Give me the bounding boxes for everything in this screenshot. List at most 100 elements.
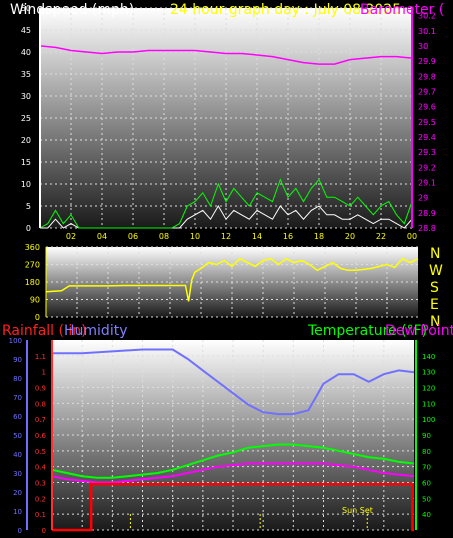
wind-tick-label: 15 <box>21 158 31 167</box>
rain-tick-label: 0.5 <box>35 448 46 456</box>
wind-tick-label: 25 <box>21 114 31 123</box>
barometer-tick-label: 29.9 <box>418 57 436 66</box>
direction-tick-label: 360 <box>25 243 40 252</box>
graph-title: 24 hour graph day : July 08 2025 <box>170 2 401 18</box>
compass-letter-n-bottom: N <box>430 314 440 330</box>
direction-panel-series <box>45 257 419 302</box>
temp-panel-series <box>51 348 415 532</box>
hour-tick-label: 10 <box>190 232 200 241</box>
temperature-line <box>51 443 415 479</box>
rain-tick-label: 0.8 <box>35 400 46 408</box>
direction-tick-label: 0 <box>35 313 40 322</box>
barometer-tick-label: 29.8 <box>418 72 436 81</box>
wind-tick-label: 20 <box>21 136 31 145</box>
hour-tick-label: 08 <box>159 232 169 241</box>
compass-letter-w: W <box>429 263 443 279</box>
rainfall-line <box>52 482 414 532</box>
temp-tick-label: 70 <box>422 464 431 472</box>
hour-tick-label: 04 <box>97 232 107 241</box>
rain-tick-label: 0.1 <box>35 511 46 519</box>
hour-tick-label: 22 <box>376 232 386 241</box>
temp-panel-ticks: 0 0.1 0.2 0.3 0.4 0.5 0.6 0.7 0.8 0.9 1 1.1 0 10 20 30 4… <box>9 337 436 535</box>
humidity-tick-label: 30 <box>13 470 22 478</box>
wind-panel-ticks: 0 5 10 15 20 25 30 35 40 45 50 28.8 28.9 29 29.1 29.2 29… <box>21 4 436 241</box>
hour-tick-label: 18 <box>314 232 324 241</box>
humidity-tick-label: 80 <box>13 375 22 383</box>
compass-letter-n-top: N <box>430 246 440 262</box>
barometer-tick-label: 29.5 <box>418 118 436 127</box>
barometer-tick-label: 30 <box>418 42 428 51</box>
hour-tick-label: 06 <box>128 232 138 241</box>
temp-tick-label: 60 <box>422 480 431 488</box>
direction-panel-ticks: 0 90 180 270 360 <box>25 243 47 322</box>
gust-line <box>39 178 413 229</box>
temp-tick-label: 120 <box>422 385 435 393</box>
humidity-tick-label: 100 <box>9 337 22 345</box>
wind-panel-series <box>39 45 413 229</box>
rain-tick-label: 0.3 <box>35 480 46 488</box>
temp-tick-label: 130 <box>422 369 435 377</box>
humidity-tick-label: 40 <box>13 451 22 459</box>
direction-line <box>45 257 419 302</box>
rain-tick-label: 1 <box>42 369 46 377</box>
humidity-tick-label: 60 <box>13 413 22 421</box>
barometer-tick-label: 29 <box>418 194 428 203</box>
wind-tick-label: 45 <box>21 26 31 35</box>
barometer-tick-label: 29.3 <box>418 148 436 157</box>
barometer-tick-label: 29.1 <box>418 178 436 187</box>
rain-tick-label: 0.2 <box>35 495 46 503</box>
hour-tick-label: 14 <box>252 232 262 241</box>
rain-tick-label: 0.4 <box>35 464 47 472</box>
wind-panel-grid <box>40 7 412 229</box>
humidity-line <box>52 348 415 416</box>
humidity-tick-label: 0 <box>18 527 22 535</box>
wind-tick-label: 30 <box>21 92 31 101</box>
temp-tick-label: 140 <box>422 353 435 361</box>
barometer-tick-label: 29.7 <box>418 87 436 96</box>
temperature-axis-label: Temperature (°F) <box>307 323 427 339</box>
barometer-line <box>39 45 413 65</box>
humidity-tick-label: 20 <box>13 489 22 497</box>
barometer-tick-label: 28.9 <box>418 209 436 218</box>
direction-tick-label: 180 <box>25 278 40 287</box>
barometer-tick-label: 29.4 <box>418 133 436 142</box>
rain-tick-label: 0.6 <box>35 432 47 440</box>
rain-tick-label: 0.9 <box>35 385 46 393</box>
barometer-axis-label: Barometer ( <box>360 2 444 18</box>
temp-panel-grid <box>52 340 414 531</box>
hour-tick-label: 16 <box>283 232 293 241</box>
wind-tick-label: 0 <box>26 224 31 233</box>
temp-tick-label: 100 <box>422 416 435 424</box>
temp-tick-label: 90 <box>422 432 431 440</box>
hour-tick-label: 02 <box>66 232 76 241</box>
sunset-label: Sun Set <box>342 506 373 515</box>
rainfall-axis-label: Rainfall ( in) <box>2 323 87 339</box>
wind-tick-label: 35 <box>21 70 31 79</box>
direction-tick-label: 90 <box>30 296 40 305</box>
humidity-axis-label: Humidity <box>64 323 127 339</box>
wind-axis-label: Windspeed (mph) <box>10 2 134 18</box>
rain-tick-label: 0 <box>42 527 46 535</box>
rain-tick-label: 1.1 <box>35 353 46 361</box>
barometer-tick-label: 30.2 <box>418 12 436 21</box>
wind-tick-label: 10 <box>21 180 31 189</box>
wind-tick-label: 40 <box>21 48 31 57</box>
hour-tick-label: 00 <box>407 232 417 241</box>
direction-tick-label: 270 <box>25 261 40 270</box>
humidity-tick-label: 10 <box>13 508 22 516</box>
wind-tick-label: 5 <box>26 202 31 211</box>
hour-tick-label: 12 <box>221 232 231 241</box>
compass-letter-e: E <box>430 297 439 313</box>
humidity-tick-label: 50 <box>13 432 22 440</box>
temp-tick-label: 40 <box>422 511 431 519</box>
dewpoint-line <box>51 462 415 484</box>
barometer-tick-label: 29.2 <box>418 163 436 172</box>
wind-tick-label: 50 <box>21 4 31 13</box>
dewpoint-axis-label: Dew Point <box>385 323 453 339</box>
rain-tick-label: 0.7 <box>35 416 46 424</box>
humidity-tick-label: 70 <box>13 394 22 402</box>
hour-tick-label: 20 <box>345 232 355 241</box>
humidity-tick-label: 90 <box>13 356 22 364</box>
barometer-tick-label: 28.8 <box>418 224 436 233</box>
